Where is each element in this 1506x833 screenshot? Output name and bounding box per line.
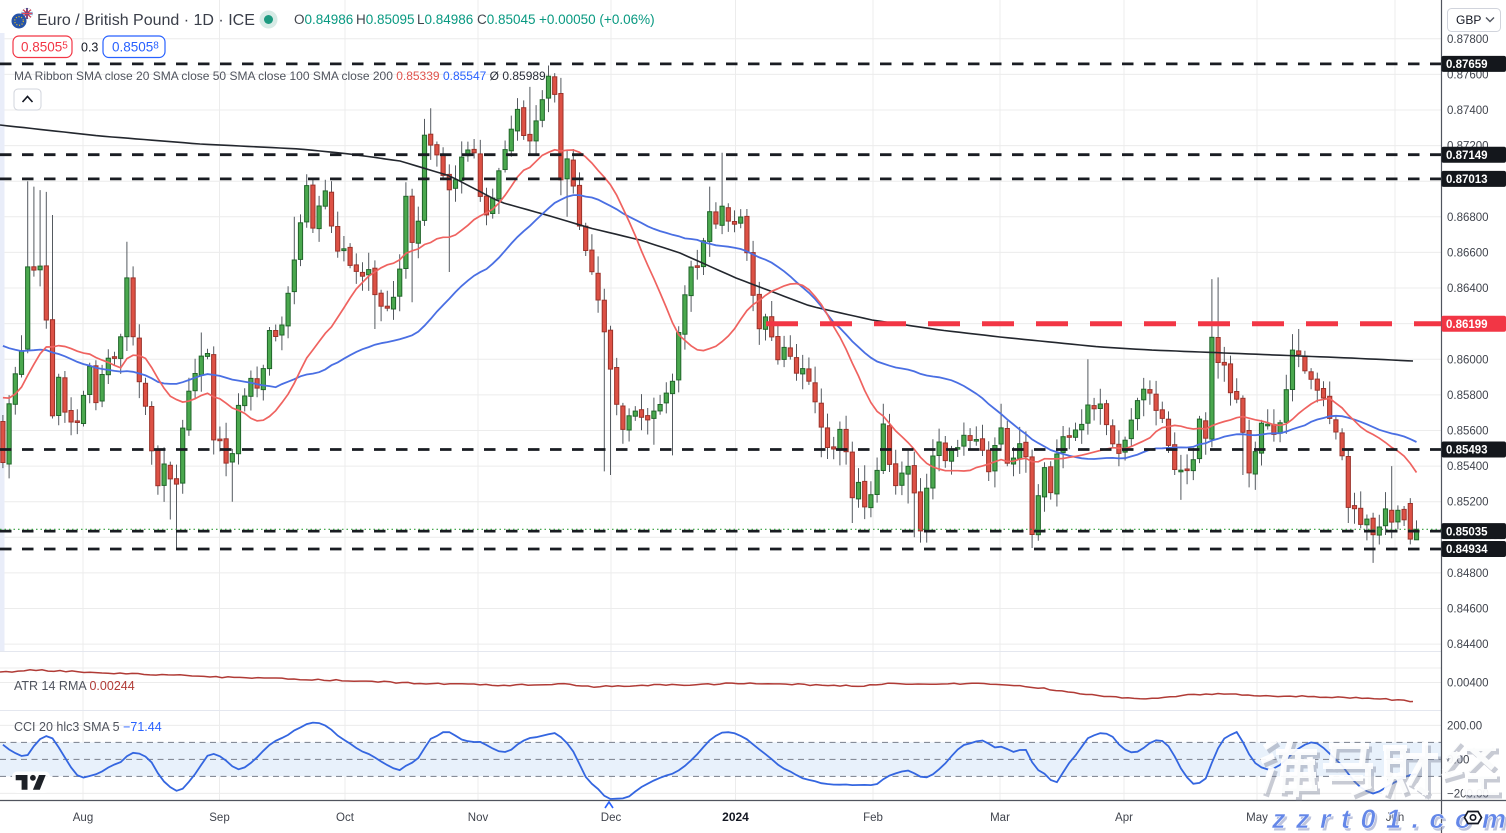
svg-text:GBP: GBP <box>1456 13 1481 27</box>
svg-text:0.86199: 0.86199 <box>1446 319 1488 331</box>
svg-text:ATR 14 RMA 0.00244: ATR 14 RMA 0.00244 <box>14 679 135 693</box>
svg-text:0.84600: 0.84600 <box>1447 604 1489 616</box>
svg-text:Oct: Oct <box>336 812 355 824</box>
svg-text:0.87400: 0.87400 <box>1447 105 1489 117</box>
svg-text:0.86800: 0.86800 <box>1447 212 1489 224</box>
svg-text:C0.85045: C0.85045 <box>477 12 536 27</box>
svg-text:0.85035: 0.85035 <box>1446 526 1488 538</box>
svg-text:L0.84986: L0.84986 <box>417 12 473 27</box>
svg-text:O0.84986: O0.84986 <box>294 12 353 27</box>
svg-text:0.84934: 0.84934 <box>1446 544 1488 556</box>
svg-text:0.85600: 0.85600 <box>1447 426 1489 438</box>
svg-text:MA Ribbon SMA close 20 SMA clo: MA Ribbon SMA close 20 SMA close 50 SMA … <box>14 69 546 83</box>
svg-text:0.86400: 0.86400 <box>1447 283 1489 295</box>
svg-text:200.00: 200.00 <box>1447 721 1482 733</box>
svg-text:2024: 2024 <box>722 810 749 824</box>
svg-text:0.3: 0.3 <box>81 41 98 55</box>
svg-text:Jun: Jun <box>1386 812 1405 824</box>
svg-text:0.85800: 0.85800 <box>1447 390 1489 402</box>
svg-text:0.87600: 0.87600 <box>1447 69 1489 81</box>
svg-text:0.86000: 0.86000 <box>1447 354 1489 366</box>
svg-text:Aug: Aug <box>73 812 93 824</box>
svg-text:Dec: Dec <box>601 812 622 824</box>
svg-text:0.86600: 0.86600 <box>1447 247 1489 259</box>
svg-text:0.87659: 0.87659 <box>1446 59 1488 71</box>
svg-text:Feb: Feb <box>863 812 883 824</box>
svg-text:Apr: Apr <box>1115 812 1133 824</box>
svg-text:0.87800: 0.87800 <box>1447 34 1489 46</box>
svg-text:CCI 20 hlc3 SMA 5 −71.44: CCI 20 hlc3 SMA 5 −71.44 <box>14 720 162 734</box>
svg-text:+0.00050 (+0.06%): +0.00050 (+0.06%) <box>539 12 655 27</box>
svg-text:Mar: Mar <box>990 812 1010 824</box>
svg-text:Euro / British Pound · 1D · IC: Euro / British Pound · 1D · ICE <box>37 12 255 29</box>
svg-text:0.84800: 0.84800 <box>1447 568 1489 580</box>
svg-text:0.85400: 0.85400 <box>1447 461 1489 473</box>
svg-text:0.85493: 0.85493 <box>1446 445 1488 457</box>
svg-text:Nov: Nov <box>468 812 489 824</box>
svg-text:0.85200: 0.85200 <box>1447 497 1489 509</box>
svg-text:0.00400: 0.00400 <box>1447 678 1489 690</box>
svg-text:0.85055: 0.85055 <box>21 40 68 55</box>
svg-text:H0.85095: H0.85095 <box>356 12 415 27</box>
svg-text:0.87149: 0.87149 <box>1446 150 1488 162</box>
svg-text:0.87013: 0.87013 <box>1446 174 1488 186</box>
svg-text:0.85058: 0.85058 <box>112 40 159 55</box>
svg-text:May: May <box>1246 812 1268 824</box>
svg-text:Sep: Sep <box>209 812 229 824</box>
svg-text:0.84400: 0.84400 <box>1447 639 1489 651</box>
